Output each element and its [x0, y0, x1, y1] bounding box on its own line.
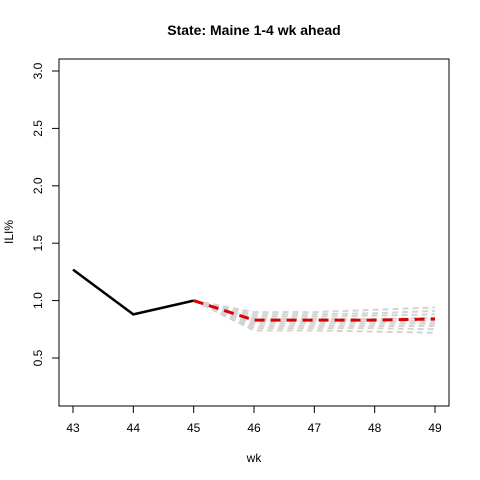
y-tick-label: 2.5 — [31, 120, 45, 137]
ensemble-member-line — [193, 299, 436, 334]
x-tick-label: 49 — [428, 421, 442, 435]
x-tick-label: 44 — [127, 421, 141, 435]
observed-series-line — [72, 268, 194, 316]
y-tick-label: 1.0 — [31, 292, 45, 309]
ensemble-member-line — [193, 299, 436, 314]
chart-title: State: Maine 1-4 wk ahead — [167, 22, 341, 38]
ensemble-member-line — [193, 299, 436, 318]
observed-layer — [72, 268, 194, 316]
ensemble-member-line — [193, 299, 435, 323]
y-tick-label: 1.5 — [31, 235, 45, 252]
y-tick-label: 2.0 — [31, 177, 45, 194]
ensemble-member-line — [193, 299, 435, 327]
x-tick-label: 43 — [66, 421, 80, 435]
ensemble-member-line — [193, 299, 435, 325]
x-tick-label: 47 — [308, 421, 322, 435]
ensemble-layer — [193, 299, 436, 334]
x-axis-label: wk — [246, 451, 263, 465]
x-tick-label: 46 — [247, 421, 261, 435]
y-tick-label: 3.0 — [31, 62, 45, 79]
x-tick-label: 45 — [187, 421, 201, 435]
x-tick-label: 48 — [368, 421, 382, 435]
y-tick-label: 0.5 — [31, 349, 45, 366]
y-axis-label: ILI% — [2, 220, 16, 244]
plot-frame — [58, 58, 450, 407]
ensemble-member-line — [193, 299, 436, 316]
ensemble-member-line — [193, 299, 436, 320]
x-axis: 43 44 45 46 47 48 49 — [66, 405, 442, 435]
ensemble-member-line — [193, 299, 436, 331]
y-axis: 0.5 1.0 1.5 2.0 2.5 3.0 — [31, 62, 60, 366]
